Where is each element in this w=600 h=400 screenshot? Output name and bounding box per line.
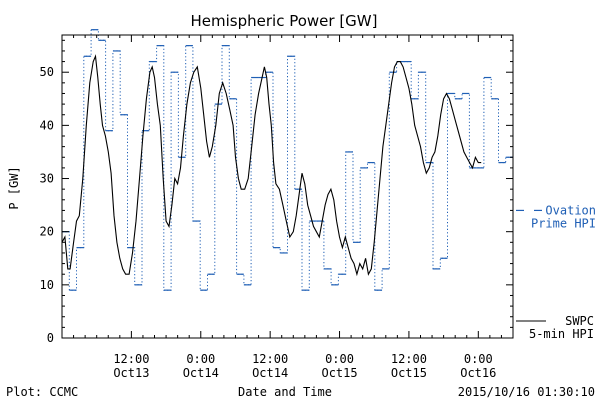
x-tick-time: 0:00 — [325, 352, 354, 366]
x-tick-time: 12:00 — [113, 352, 149, 366]
x-tick-date: Oct15 — [321, 366, 357, 380]
swpc-legend-label: 5-min HPI — [529, 327, 594, 341]
x-tick-time: 12:00 — [391, 352, 427, 366]
x-tick-time: 0:00 — [464, 352, 493, 366]
x-tick-date: Oct15 — [391, 366, 427, 380]
x-tick-date: Oct16 — [460, 366, 496, 380]
y-tick-label: 30 — [40, 172, 54, 186]
plot-timestamp: 2015/10/16 01:30:10 — [458, 385, 595, 399]
ovation-legend-label: Ovation — [545, 203, 596, 217]
y-tick-label: 0 — [47, 331, 54, 345]
plot-credit: Plot: CCMC — [6, 385, 78, 399]
x-tick-date: Oct14 — [183, 366, 219, 380]
swpc-legend-label: SWPC — [565, 314, 594, 328]
x-tick-date: Oct13 — [113, 366, 149, 380]
swpc-series-line — [61, 54, 482, 277]
x-axis-label: Date and Time — [238, 385, 332, 399]
plot-frame — [61, 34, 514, 339]
chart-title: Hemispheric Power [GW] — [191, 12, 378, 30]
x-tick-date: Oct14 — [252, 366, 288, 380]
ovation-legend-label: Prime HPI — [531, 216, 596, 230]
y-tick-label: 20 — [40, 225, 54, 239]
y-tick-label: 10 — [40, 278, 54, 292]
ovation-step-line-vertical — [62, 29, 513, 291]
y-tick-label: 40 — [40, 118, 54, 132]
y-tick-label: 50 — [40, 65, 54, 79]
x-tick-time: 12:00 — [252, 352, 288, 366]
y-axis-label: P [GW] — [7, 166, 21, 209]
x-tick-time: 0:00 — [186, 352, 215, 366]
